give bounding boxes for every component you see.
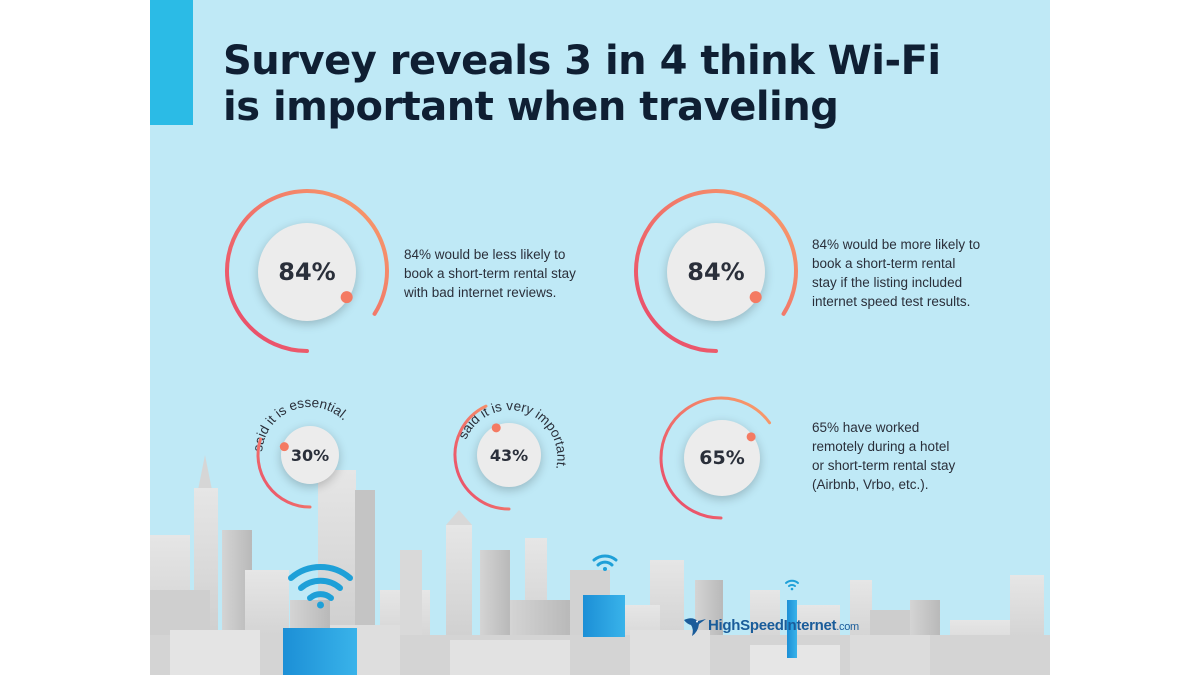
progress-ring [634, 189, 798, 353]
wifi-icon-small [785, 579, 799, 591]
wifi-icon-medium [592, 554, 618, 571]
percentage-value: 30% [290, 445, 330, 465]
page-title: Survey reveals 3 in 4 think Wi-Fi is imp… [223, 38, 941, 130]
percentage-disc: 84% [258, 223, 356, 321]
title-line-1: Survey reveals 3 in 4 think Wi-Fi [223, 38, 941, 84]
progress-arc [453, 404, 511, 511]
stat-less-likely-description: 84% would be less likely to book a short… [404, 247, 576, 300]
percentage-value: 65% [699, 447, 745, 469]
progress-arc [225, 189, 389, 353]
progress-arc [256, 437, 312, 509]
percentage-value: 84% [278, 258, 336, 286]
progress-arc [634, 189, 798, 353]
stat-essential: said it is essential. 30% [245, 390, 375, 520]
percentage-value: 84% [687, 258, 745, 286]
stat-very-important: said it is very important. 43% [444, 390, 574, 520]
city-skyline-illustration [150, 455, 1050, 675]
percentage-disc: 65% [684, 420, 760, 496]
percentage-disc: 30% [281, 426, 339, 484]
stat-more-likely: 84% [631, 186, 801, 356]
percentage-disc: 43% [477, 423, 541, 487]
hummingbird-icon [684, 618, 706, 636]
progress-ring [659, 396, 772, 520]
stat-remote-work-description: 65% have worked remotely during a hotel … [812, 420, 956, 492]
wifi-icon-large [288, 563, 353, 609]
stat-remote-work: 65% [658, 395, 784, 521]
progress-ring [225, 189, 389, 353]
percentage-disc: 84% [667, 223, 765, 321]
brand-logo: HighSpeedInternet.com [682, 612, 859, 638]
logo-text: HighSpeedInternet.com [708, 616, 859, 634]
title-line-2: is important when traveling [223, 84, 839, 130]
accent-bar [150, 0, 193, 125]
progress-arc [659, 396, 772, 520]
stat-less-likely: 84% [222, 186, 392, 356]
percentage-value: 43% [489, 445, 529, 465]
stat-more-likely-description: 84% would be more likely to book a short… [812, 237, 981, 309]
infographic-panel: Survey reveals 3 in 4 think Wi-Fi is imp… [150, 0, 1050, 675]
